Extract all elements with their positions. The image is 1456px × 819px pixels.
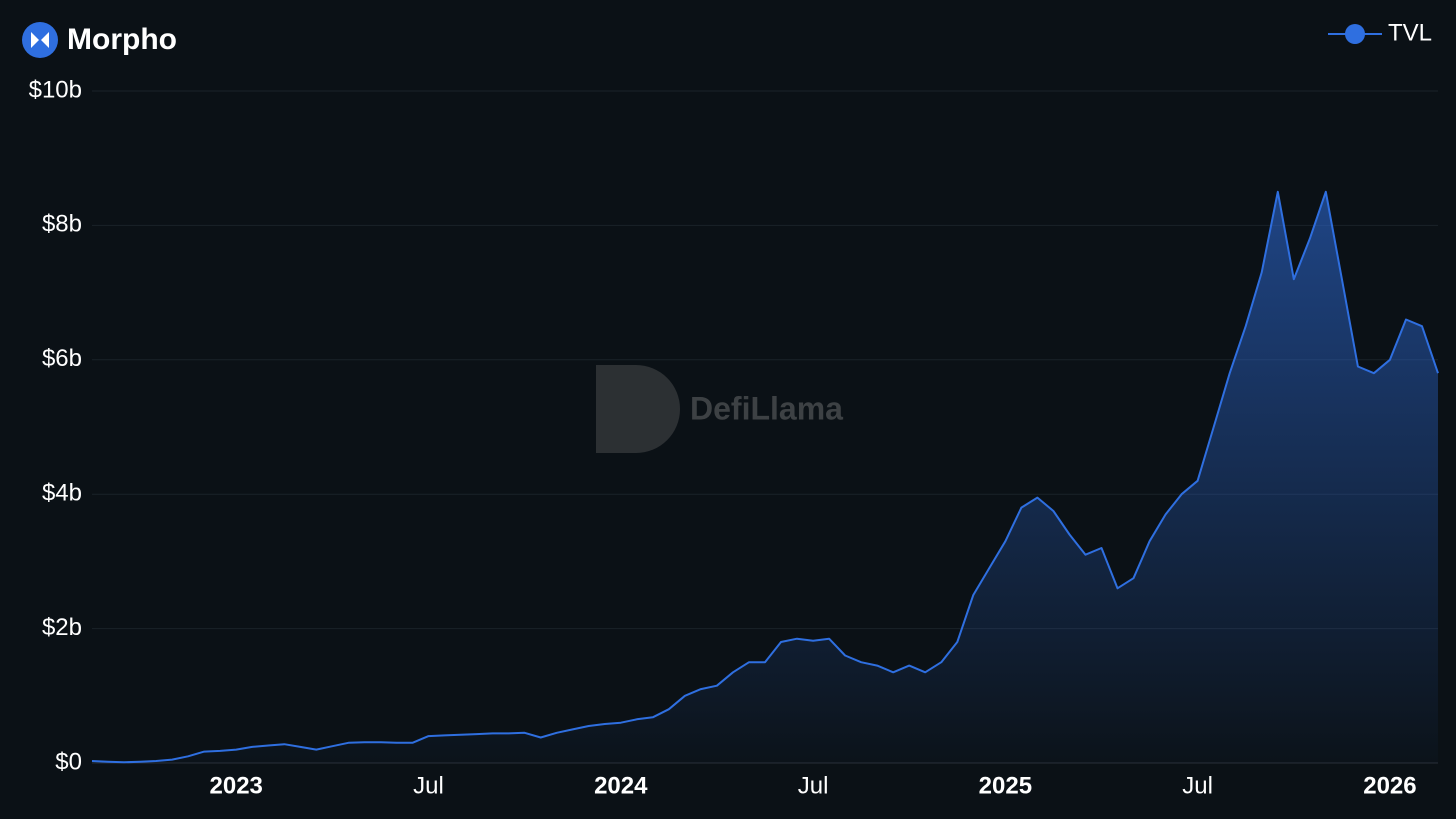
line — [91, 190, 1439, 764]
x-tick-label: Jul — [413, 772, 444, 799]
x-tick-label: 2023 — [210, 772, 263, 799]
x-tick-label: 2024 — [594, 772, 648, 799]
area — [92, 191, 1438, 764]
legend-label: TVL — [1388, 19, 1432, 46]
chart-title: Morpho — [67, 23, 177, 56]
y-tick-label: $10b — [29, 76, 82, 103]
x-tick-label: Jul — [798, 772, 829, 799]
y-tick-label: $4b — [42, 480, 82, 507]
x-tick-label: 2026 — [1363, 772, 1416, 799]
logo-circle — [22, 22, 58, 58]
y-tick-label: $2b — [42, 614, 82, 641]
watermark-text: DefiLlama — [690, 390, 843, 426]
watermark: DefiLlama — [596, 365, 843, 453]
logo-mark — [31, 32, 49, 48]
y-tick-label: $8b — [42, 211, 82, 238]
logo — [22, 22, 58, 58]
legend-marker — [1345, 24, 1365, 44]
x-tick-label: 2025 — [979, 772, 1032, 799]
x-tick-label: Jul — [1182, 772, 1213, 799]
plot: $0 $2b $4b $6b $8b $10b 2023 Jul 2024 Jul 2025 Jul 2… — [29, 19, 1439, 799]
y-tick-label: $0 — [55, 748, 82, 775]
watermark-logo — [596, 365, 680, 453]
y-tick-label: $6b — [42, 345, 82, 372]
